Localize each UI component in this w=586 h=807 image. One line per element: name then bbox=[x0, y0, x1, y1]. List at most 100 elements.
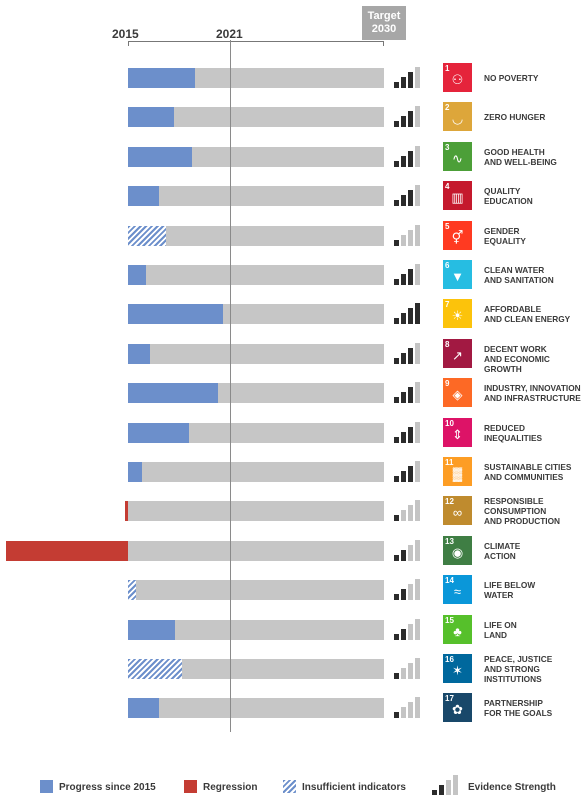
sdg-number: 16 bbox=[445, 655, 454, 664]
evidence-bar bbox=[415, 382, 420, 404]
gender-icon: ⚥ bbox=[451, 229, 464, 245]
goal-label: LIFE BELOW WATER bbox=[484, 580, 584, 600]
sdg-number: 5 bbox=[445, 221, 450, 231]
evidence-bar bbox=[415, 145, 420, 167]
evidence-bar bbox=[401, 116, 406, 128]
goal-row-8: 8 ↗ DECENT WORK AND ECONOMIC GROWTH bbox=[0, 338, 586, 374]
sun-icon: ☀ bbox=[451, 308, 464, 324]
goal-label-line: AND INFRASTRUCTURE bbox=[484, 393, 581, 404]
evidence-strength-icon bbox=[394, 263, 424, 285]
evidence-bar bbox=[408, 72, 413, 88]
evidence-bar bbox=[415, 461, 420, 482]
goal-label-line: LAND bbox=[484, 629, 508, 640]
goal-label-line: SUSTAINABLE CITIES bbox=[484, 462, 572, 472]
evidence-strength-icon bbox=[394, 105, 424, 128]
flower-icon: ✿ bbox=[452, 702, 463, 718]
growth-chart-icon: ↗ bbox=[452, 347, 463, 363]
bar-progress bbox=[128, 68, 195, 88]
bar-track bbox=[128, 107, 384, 128]
evidence-bar bbox=[394, 200, 399, 207]
goal-label-line: CLIMATE bbox=[484, 540, 521, 551]
sdg-1-people-icon: 1 ⚇ bbox=[443, 63, 472, 92]
evidence-bar bbox=[415, 697, 420, 719]
goal-row-17: 17 ✿ PARTNERSHIP FOR THE GOALS bbox=[0, 693, 586, 723]
evidence-bar bbox=[401, 155, 406, 167]
evidence-strength-icon bbox=[394, 302, 424, 325]
evidence-bar bbox=[401, 352, 406, 364]
goal-row-6: 6 ▼ CLEAN WATER AND SANITATION bbox=[0, 260, 586, 289]
evidence-strength-icon bbox=[394, 460, 424, 482]
bar-insufficient bbox=[128, 580, 136, 601]
evidence-bar bbox=[408, 111, 413, 128]
bar-progress bbox=[128, 265, 146, 285]
goal-label: LIFE ON LAND bbox=[484, 620, 584, 640]
sdg-12-infinity-icon: 12 ∞ bbox=[443, 496, 472, 526]
evidence-bar bbox=[401, 313, 406, 325]
bar-progress bbox=[128, 422, 190, 443]
goal-label-line: LIFE ON bbox=[484, 619, 517, 630]
evidence-bar bbox=[415, 539, 420, 561]
goal-label: SUSTAINABLE CITIES AND COMMUNITIES bbox=[484, 462, 584, 482]
goal-label-line: AND ECONOMIC GROWTH bbox=[484, 353, 550, 374]
sdg-15-tree-icon: 15 ♣ bbox=[443, 614, 472, 644]
goal-label-line: LIFE BELOW bbox=[484, 580, 536, 591]
goal-label: GOOD HEALTH AND WELL-BEING bbox=[484, 147, 584, 167]
bar-progress bbox=[128, 107, 175, 128]
bar-track bbox=[128, 225, 384, 246]
target-label: Target bbox=[367, 10, 401, 22]
sdg-number: 9 bbox=[445, 379, 450, 389]
evidence-bar bbox=[401, 77, 406, 88]
goal-label: PEACE, JUSTICE AND STRONG INSTITUTIONS bbox=[484, 654, 584, 684]
evidence-bar bbox=[415, 618, 420, 640]
bar-track bbox=[128, 462, 384, 482]
evidence-strength-icon bbox=[394, 224, 424, 246]
sdg-17-flower-icon: 17 ✿ bbox=[443, 693, 472, 723]
evidence-bar bbox=[401, 589, 406, 601]
sdg-6-water-glass-icon: 6 ▼ bbox=[443, 260, 472, 289]
goal-label-line: CLEAN WATER bbox=[484, 265, 545, 275]
bar-track bbox=[128, 698, 384, 719]
evidence-bar bbox=[401, 471, 406, 482]
goal-label-line: INEQUALITIES bbox=[484, 432, 543, 443]
bar-regression bbox=[125, 501, 128, 522]
book-icon: ▥ bbox=[451, 190, 464, 206]
evidence-bar bbox=[394, 594, 399, 601]
goal-row-12: 12 ∞ RESPONSIBLE CONSUMPTION AND PRODUCTION bbox=[0, 496, 586, 526]
axis-label-2021: 2021 bbox=[216, 27, 243, 41]
bar-insufficient bbox=[128, 659, 182, 679]
evidence-strength-icon bbox=[394, 696, 424, 719]
goal-row-1: 1 ⚇ NO POVERTY bbox=[0, 63, 586, 92]
evidence-bar bbox=[394, 239, 399, 246]
goal-label-line: PEACE, JUSTICE bbox=[484, 654, 553, 664]
infinity-icon: ∞ bbox=[452, 505, 463, 521]
tree-icon: ♣ bbox=[453, 623, 462, 639]
evidence-bar bbox=[408, 426, 413, 443]
evidence-bar bbox=[394, 357, 399, 364]
legend-swatch-insufficient bbox=[283, 780, 296, 793]
sdg-number: 8 bbox=[445, 339, 450, 349]
bowl-icon: ◡ bbox=[451, 111, 464, 127]
bar-track bbox=[128, 343, 384, 364]
buildings-icon: ▓ bbox=[452, 466, 463, 481]
bar-progress bbox=[128, 619, 176, 640]
goal-label: INDUSTRY, INNOVATION AND INFRASTRUCTURE bbox=[484, 383, 584, 403]
evidence-bar bbox=[415, 421, 420, 443]
evidence-bar bbox=[394, 436, 399, 443]
evidence-bar bbox=[401, 510, 406, 522]
evidence-bar bbox=[415, 224, 420, 246]
goal-row-3: 3 ∿ GOOD HEALTH AND WELL-BEING bbox=[0, 141, 586, 171]
goal-label-line: EQUALITY bbox=[484, 235, 526, 246]
axis-tick bbox=[128, 41, 384, 42]
goal-label-line: INDUSTRY, INNOVATION bbox=[484, 383, 581, 394]
bar-progress bbox=[128, 383, 218, 404]
goal-label-line: AND CLEAN ENERGY bbox=[484, 314, 571, 325]
evidence-strength-icon bbox=[394, 145, 424, 167]
evidence-bar bbox=[408, 544, 413, 561]
evidence-strength-icon bbox=[394, 184, 424, 207]
evidence-strength-icon bbox=[394, 342, 424, 364]
goal-label-line: AFFORDABLE bbox=[484, 304, 542, 315]
evidence-strength-icon bbox=[432, 775, 460, 795]
goal-label: AFFORDABLE AND CLEAN ENERGY bbox=[484, 304, 584, 324]
legend-label: Insufficient indicators bbox=[302, 782, 406, 793]
goal-label: NO POVERTY bbox=[484, 73, 584, 83]
